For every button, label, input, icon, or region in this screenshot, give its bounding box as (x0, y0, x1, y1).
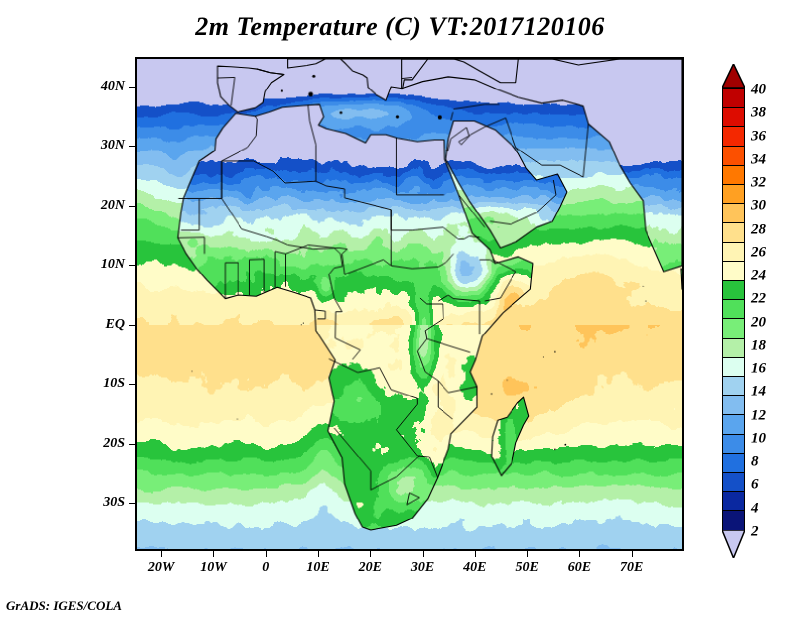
colorbar-segment (723, 108, 744, 128)
colorbar-tick-label: 4 (751, 500, 759, 517)
colorbar-segment (723, 261, 744, 282)
y-axis-label: EQ (105, 316, 125, 332)
y-tick (129, 384, 135, 386)
x-axis-label: 60E (567, 560, 592, 575)
colorbar-segment (723, 434, 744, 454)
colorbar-tick-label: 8 (751, 453, 759, 470)
x-tick (213, 551, 215, 557)
colorbar-tick-label: 38 (751, 104, 766, 121)
colorbar-segment (723, 338, 744, 358)
x-tick (474, 551, 476, 557)
y-tick (129, 146, 135, 148)
colorbar-tick-label: 34 (751, 151, 766, 168)
colorbar-tick-label: 24 (751, 267, 766, 284)
y-axis-label: 30S (103, 495, 125, 511)
x-axis-label: 0 (262, 560, 270, 575)
x-tick (265, 551, 267, 557)
colorbar-segment (723, 319, 744, 339)
x-tick (161, 551, 163, 557)
x-axis-label: 20W (147, 560, 175, 575)
y-axis-label: 20N (100, 197, 125, 213)
colorbar-segment (723, 453, 744, 474)
x-tick (527, 551, 529, 557)
colorbar-tick-label: 2 (751, 523, 759, 540)
colorbar-tick-label: 12 (751, 407, 766, 424)
colorbar-over-arrow (720, 62, 747, 89)
colorbar-tick-label: 18 (751, 337, 766, 354)
x-tick (370, 551, 372, 557)
colorbar-segment (723, 165, 744, 186)
colorbar-segment (723, 185, 744, 205)
colorbar-segment (723, 415, 744, 435)
y-tick (129, 205, 135, 207)
colorbar (722, 88, 745, 531)
footer-credit: GrADS: IGES/COLA (6, 598, 122, 613)
x-axis-label: 20E (358, 560, 382, 575)
colorbar-tick-label: 22 (751, 290, 766, 307)
colorbar-tick-label: 16 (751, 360, 766, 377)
colorbar-tick-label: 10 (751, 430, 766, 447)
colorbar-under-arrow (720, 529, 747, 560)
colorbar-segment (723, 127, 744, 147)
x-axis-label: 10E (306, 560, 330, 575)
x-axis-label: 50E (515, 560, 539, 575)
colorbar-segment (723, 377, 744, 397)
x-axis-label: 30E (410, 560, 435, 575)
x-axis-label: 70E (620, 560, 644, 575)
colorbar-segment (723, 492, 744, 512)
x-axis-label: 40E (463, 560, 487, 575)
colorbar-tick-label: 28 (751, 221, 766, 238)
colorbar-segment (723, 146, 744, 166)
y-axis-label: 40N (100, 78, 125, 94)
x-tick (422, 551, 424, 557)
colorbar-segment (723, 473, 744, 493)
x-tick (318, 551, 319, 557)
y-axis-label: 10S (103, 376, 125, 392)
colorbar-segment (723, 281, 744, 301)
colorbar-segment (723, 396, 744, 416)
y-tick (129, 324, 135, 326)
colorbar-tick-label: 26 (751, 244, 766, 261)
x-tick (631, 551, 633, 557)
colorbar-segment (723, 357, 744, 378)
y-tick (129, 443, 135, 445)
colorbar-tick-label: 20 (751, 314, 766, 331)
colorbar-tick-label: 36 (751, 128, 766, 145)
chart-title: 2m Temperature (C) VT:2017120106 (195, 12, 605, 41)
colorbar-segment (723, 204, 744, 224)
y-tick (129, 86, 135, 88)
y-tick (129, 503, 135, 505)
colorbar-segment (723, 89, 744, 109)
colorbar-tick-label: 40 (751, 81, 766, 98)
y-axis-label: 30N (100, 138, 125, 154)
x-axis-label: 10W (200, 560, 227, 575)
colorbar-segment (723, 300, 744, 320)
temperature-field (137, 59, 682, 549)
colorbar-segment (723, 242, 744, 262)
y-axis-label: 20S (103, 435, 125, 451)
colorbar-segment (723, 511, 744, 531)
colorbar-tick-label: 30 (751, 197, 766, 214)
colorbar-tick-label: 6 (751, 476, 759, 493)
y-tick (129, 265, 135, 267)
y-axis-label: 10N (100, 257, 125, 273)
map-plot-area (135, 57, 684, 551)
colorbar-tick-label: 14 (751, 383, 766, 400)
colorbar-segment (723, 223, 744, 243)
colorbar-tick-label: 32 (751, 174, 766, 191)
x-tick (579, 551, 581, 557)
